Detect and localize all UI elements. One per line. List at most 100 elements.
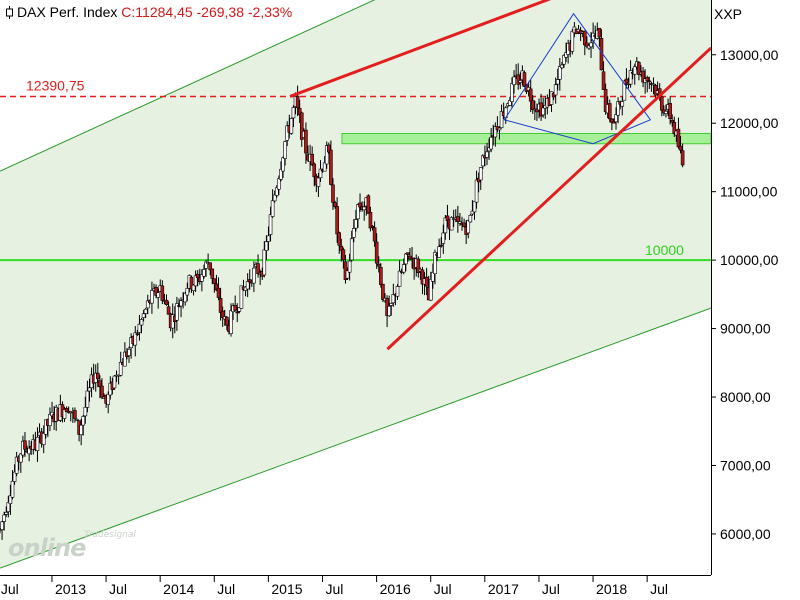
candle-body <box>310 153 314 166</box>
candle-body <box>245 281 250 290</box>
candle-body <box>535 108 539 113</box>
candle-body <box>345 270 350 279</box>
candle-body <box>266 235 271 242</box>
candle-body <box>137 323 142 333</box>
x-tick-label: Jul <box>650 581 668 597</box>
candle-body <box>560 64 564 69</box>
candle-body <box>624 78 629 85</box>
candle-body <box>27 447 31 455</box>
candle-body <box>0 529 2 531</box>
candle-body <box>285 125 289 141</box>
candle-body <box>672 121 677 134</box>
candle-body <box>100 385 104 398</box>
candle-body <box>106 393 111 405</box>
candle-body <box>555 79 560 85</box>
candle-body <box>372 227 377 242</box>
upper-red-trendline <box>289 0 552 98</box>
candle-body <box>499 111 504 129</box>
candle-body <box>433 252 437 275</box>
candle-body <box>516 74 521 85</box>
candle-body <box>127 348 131 356</box>
candle-body <box>331 184 335 203</box>
y-tick-label: 13000,00 <box>720 47 779 63</box>
candle-body <box>322 162 327 172</box>
candle-body <box>333 202 337 207</box>
candle-body <box>252 267 256 284</box>
x-tick-label: 2015 <box>271 581 302 597</box>
candle-body <box>368 211 373 229</box>
candle-body <box>541 107 545 116</box>
x-axis: Jul 2013 Jul 2014 Jul 2015 Jul 2016 Jul 2017 Jul 20… <box>1 575 668 597</box>
candle-body <box>87 387 92 392</box>
candle-body <box>558 66 562 80</box>
candle-body <box>185 288 190 296</box>
candle-body <box>150 290 154 304</box>
candle-body <box>374 241 379 264</box>
x-tick-label: Jul <box>217 581 235 597</box>
candle-body <box>195 273 200 278</box>
candle-body <box>470 210 475 215</box>
candle-body <box>474 179 479 203</box>
candle-body <box>270 200 275 217</box>
candle-body <box>585 42 589 47</box>
candle-body <box>641 70 645 83</box>
candle-body <box>485 151 489 158</box>
candle-body <box>218 298 223 313</box>
candle-body <box>247 279 252 283</box>
candle-body <box>4 512 9 515</box>
candle-body <box>316 177 321 187</box>
candle-body <box>493 126 498 138</box>
candle-body <box>299 112 304 140</box>
candle-body <box>376 263 381 267</box>
candle-body <box>191 284 196 291</box>
candle-body <box>664 110 668 114</box>
candle-body <box>329 149 333 185</box>
candle-body <box>358 202 362 208</box>
candle-body <box>212 278 217 284</box>
candle-body <box>274 187 279 196</box>
candle-body <box>210 268 215 279</box>
candle-body <box>220 310 225 318</box>
candle-body <box>193 275 198 287</box>
candle-body <box>96 372 100 380</box>
candle-body <box>118 361 123 376</box>
instrument-name: DAX Perf. Index <box>17 4 118 20</box>
channel-lower-line <box>0 307 711 569</box>
candle-body <box>670 120 675 123</box>
candle-body <box>289 118 294 134</box>
candle-body <box>680 150 685 166</box>
candle-body <box>208 262 212 271</box>
candle-body <box>291 107 296 119</box>
candle-body <box>437 246 441 258</box>
candle-body <box>48 414 52 426</box>
candle-body <box>43 419 48 435</box>
candle-body <box>75 419 79 421</box>
candle-body <box>395 286 400 297</box>
candle-body <box>445 215 450 221</box>
candle-body <box>614 114 618 123</box>
candle-body <box>268 214 273 235</box>
candle-body <box>81 416 86 426</box>
candle-body <box>387 305 391 317</box>
chart-header: DAX Perf. Index C:11284,45 -269,38 -2,33… <box>6 4 292 20</box>
candle-body <box>582 30 587 46</box>
candle-body <box>133 332 138 346</box>
candle-body <box>607 103 612 120</box>
candle-body <box>64 408 69 412</box>
candle-body <box>370 225 375 228</box>
candle-body <box>6 502 11 512</box>
candle-body <box>362 206 366 211</box>
candle-body <box>2 514 6 522</box>
candle-body <box>143 308 148 314</box>
x-tick-label: Jul <box>109 581 127 597</box>
candle-body <box>366 195 371 214</box>
candle-body <box>123 351 127 367</box>
candle-body <box>85 390 90 408</box>
candle-body <box>589 42 593 48</box>
candle-body <box>229 310 233 334</box>
candle-body <box>164 299 169 305</box>
channel-upper-line <box>0 0 376 172</box>
resistance-level-label: 12390,75 <box>26 77 85 93</box>
candle-body <box>154 286 158 296</box>
